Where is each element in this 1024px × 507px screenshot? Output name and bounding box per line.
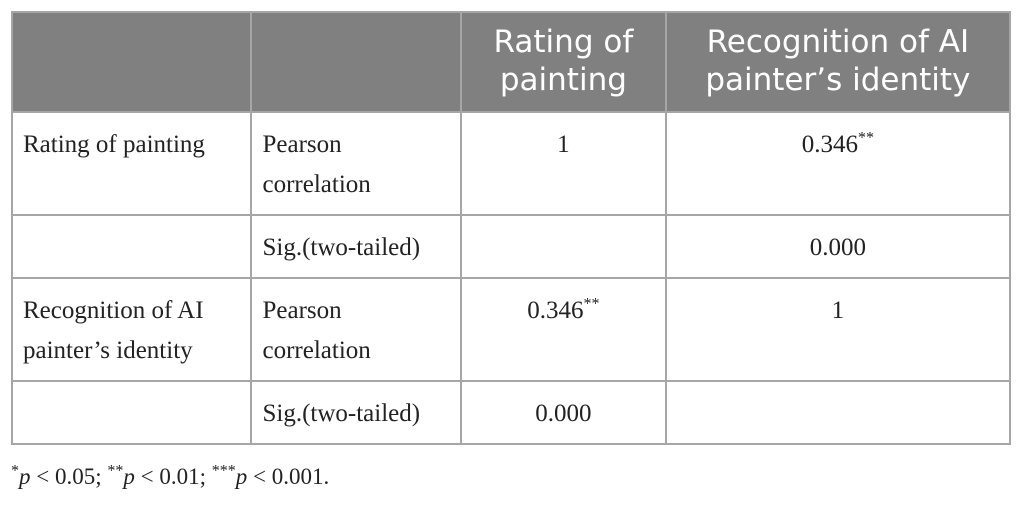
table-cell	[460, 214, 667, 279]
table-cell: 1	[664, 277, 1012, 382]
table-cell: 0.346**	[664, 111, 1012, 216]
table-cell: 0.000	[664, 214, 1012, 279]
table-cell: Sig.(two-tailed)	[250, 380, 463, 445]
table-cell: 1	[460, 111, 667, 216]
table-cell: 0.000	[460, 380, 667, 445]
table-cell	[10, 214, 253, 279]
footnote-text: < 0.01;	[134, 464, 206, 489]
table-row: Recognition of AI painter’s identity Pear…	[10, 277, 1012, 382]
cell-text: Pearson correlation	[262, 297, 371, 364]
table-cell: Pearson correlation	[250, 277, 463, 382]
header-text: Recognition of AI painter’s identity	[705, 24, 971, 98]
footnote-stars: *	[11, 462, 19, 480]
header-row: Rating of painting Recognition of AI pain…	[10, 11, 1012, 113]
header-text: Rating of painting	[493, 24, 634, 98]
table-cell: Pearson correlation	[250, 111, 463, 216]
significance-mark: **	[857, 129, 874, 147]
header-cell	[250, 11, 463, 113]
cell-value: 1	[557, 131, 570, 158]
cell-text: Pearson correlation	[262, 131, 371, 198]
footnote-stars: ***	[211, 462, 236, 480]
cell-value: 0.346	[801, 131, 858, 158]
header-cell: Rating of painting	[460, 11, 667, 113]
table-row: Rating of painting Pearson correlation 1 0.…	[10, 111, 1012, 216]
table-row: Sig.(two-tailed) 0.000	[10, 214, 1012, 279]
cell-text: Sig.(two-tailed)	[262, 234, 421, 261]
footnote-stars: **	[107, 462, 124, 480]
table-cell: Rating of painting	[10, 111, 253, 216]
significance-mark: **	[583, 295, 600, 313]
table-cell: Recognition of AI painter’s identity	[10, 277, 253, 382]
footnote-variable: p	[19, 464, 31, 489]
correlation-table: Rating of painting Recognition of AI pain…	[10, 11, 1012, 445]
cell-text: Recognition of AI painter’s identity	[23, 297, 204, 364]
cell-text: Rating of painting	[23, 131, 205, 158]
footnote-variable: p	[123, 464, 135, 489]
footnote: *p < 0.05; **p < 0.01; ***p < 0.001.	[11, 462, 330, 490]
table-cell	[664, 380, 1012, 445]
footnote-text: < 0.001.	[247, 464, 330, 489]
cell-value: 1	[831, 297, 845, 324]
cell-value: 0.000	[535, 400, 592, 427]
table-cell: 0.346**	[460, 277, 667, 382]
cell-value: 0.000	[809, 234, 866, 261]
footnote-variable: p	[235, 464, 248, 489]
header-cell	[10, 11, 253, 113]
cell-text: Sig.(two-tailed)	[262, 400, 421, 427]
table-row: Sig.(two-tailed) 0.000	[10, 380, 1012, 445]
header-cell: Recognition of AI painter’s identity	[664, 11, 1012, 113]
table-cell	[10, 380, 253, 445]
footnote-text: < 0.05;	[30, 464, 102, 489]
table-cell: Sig.(two-tailed)	[250, 214, 463, 279]
cell-value: 0.346	[527, 297, 584, 324]
